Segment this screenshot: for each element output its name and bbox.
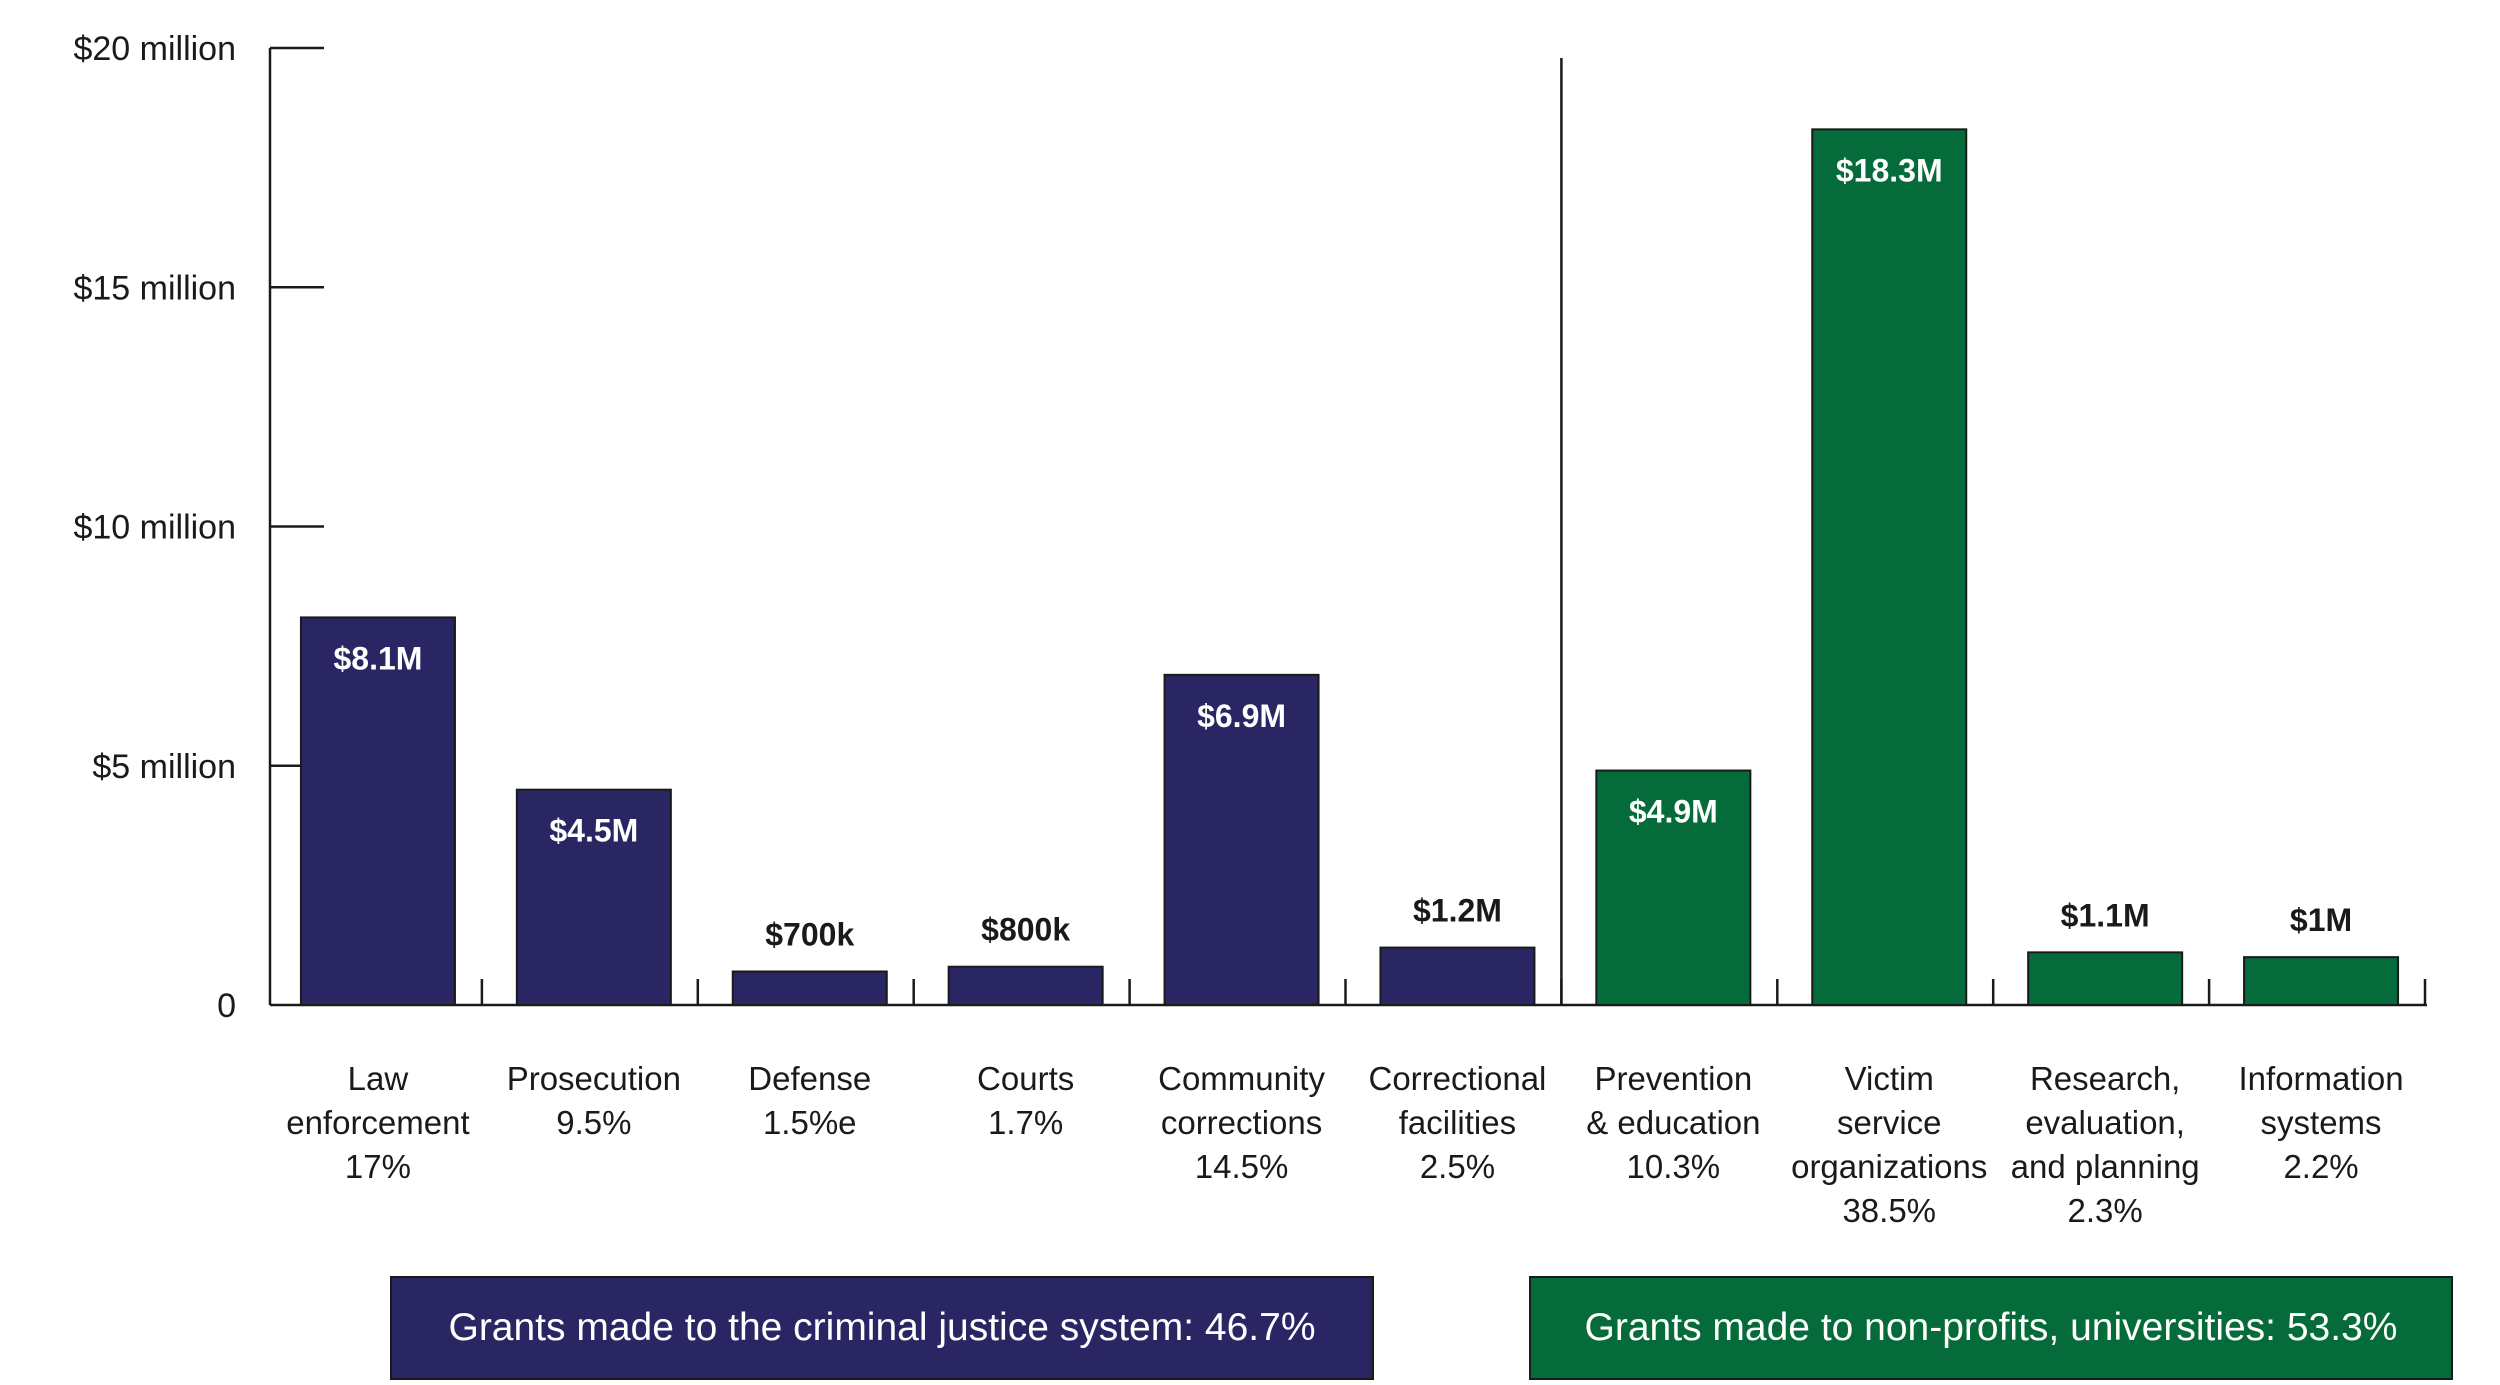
chart-labels: $8.1M Law enforcement 17% $4.5M Prosecution 9.… (286, 152, 2403, 1229)
legend-criminal-justice: Grants made to the criminal justice syst… (390, 1276, 1374, 1380)
category-label-8-3: 2.3% (2068, 1192, 2143, 1229)
chart-bars (299, 128, 2400, 1007)
category-label-1-0: Prosecution (507, 1060, 681, 1097)
bar-value-label-0: $8.1M (333, 640, 422, 676)
category-label-2-1: 1.5%e (763, 1104, 857, 1141)
category-label-7-1: service (1837, 1104, 1942, 1141)
category-label-4-1: corrections (1161, 1104, 1322, 1141)
category-label-7-0: Victim (1845, 1060, 1934, 1097)
category-label-0-1: enforcement (286, 1104, 469, 1141)
category-label-3-0: Courts (977, 1060, 1074, 1097)
category-label-5-0: Correctional (1368, 1060, 1546, 1097)
category-label-0-2: 17% (345, 1148, 411, 1185)
category-label-8-2: and planning (2011, 1148, 2200, 1185)
bar-3 (947, 965, 1104, 1006)
legend-criminal-justice-label: Grants made to the criminal justice syst… (448, 1306, 1316, 1349)
category-label-6-1: & education (1586, 1104, 1760, 1141)
legend-non-profit: Grants made to non-profits, universities… (1529, 1276, 2453, 1380)
bar-4 (1163, 673, 1320, 1007)
legend-non-profit-label: Grants made to non-profits, universities… (1584, 1306, 2398, 1349)
category-label-8-1: evaluation, (2025, 1104, 2185, 1141)
category-label-4-2: 14.5% (1195, 1148, 1289, 1185)
category-label-0-0: Law (348, 1060, 409, 1097)
category-label-9-2: 2.2% (2283, 1148, 2358, 1185)
bar-value-label-7: $18.3M (1836, 152, 1943, 188)
y-tick-label-0: 0 (217, 987, 236, 1025)
bar-value-label-1: $4.5M (549, 813, 638, 849)
bar-2 (731, 970, 888, 1007)
category-label-7-2: organizations (1791, 1148, 1987, 1185)
y-tick-label-3: $15 million (73, 269, 236, 307)
category-label-5-2: 2.5% (1420, 1148, 1495, 1185)
category-label-4-0: Community (1158, 1060, 1325, 1097)
y-tick-label-4: $20 million (73, 30, 236, 68)
bar-value-label-9: $1M (2290, 902, 2352, 938)
category-label-8-0: Research, (2030, 1060, 2180, 1097)
bar-value-label-8: $1.1M (2061, 897, 2150, 933)
bar-value-label-2: $700k (765, 917, 854, 953)
category-label-9-0: Information (2239, 1060, 2404, 1097)
bar-9 (2243, 956, 2400, 1007)
bar-6 (1595, 769, 1752, 1006)
bar-value-label-5: $1.2M (1413, 893, 1502, 929)
y-tick-label-1: $5 million (92, 748, 236, 786)
bar-0 (299, 616, 456, 1006)
bar-8 (2027, 951, 2184, 1006)
bar-value-label-4: $6.9M (1197, 698, 1286, 734)
category-label-2-0: Defense (748, 1060, 871, 1097)
category-label-5-1: facilities (1399, 1104, 1516, 1141)
category-label-9-1: systems (2261, 1104, 2382, 1141)
category-label-6-0: Prevention (1594, 1060, 1752, 1097)
category-label-7-3: 38.5% (1842, 1192, 1936, 1229)
bar-7 (1811, 128, 1968, 1007)
category-label-3-1: 1.7% (988, 1104, 1063, 1141)
y-tick-label-2: $10 million (73, 509, 236, 547)
category-label-1-1: 9.5% (556, 1104, 631, 1141)
category-label-6-2: 10.3% (1627, 1148, 1721, 1185)
bar-1 (515, 788, 672, 1006)
bar-value-label-6: $4.9M (1629, 794, 1718, 830)
bar-value-label-3: $800k (981, 912, 1070, 948)
bar-5 (1379, 946, 1536, 1007)
